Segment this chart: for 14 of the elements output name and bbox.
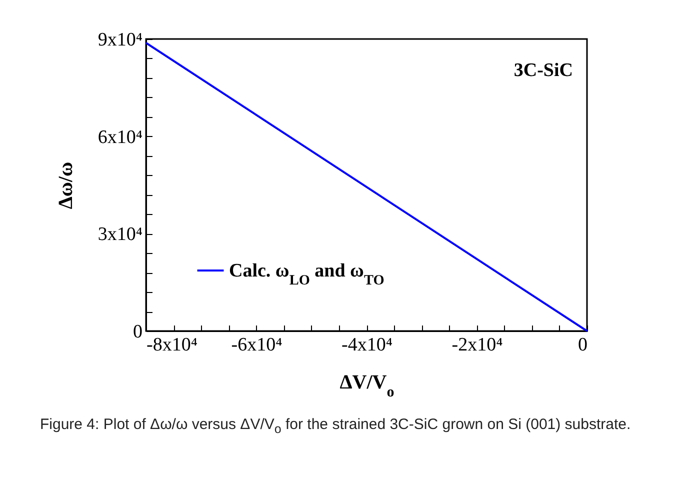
- x-tick-label: -8x10⁴: [146, 334, 198, 356]
- caption: Figure 4: Plot of Δω/ω versus ΔV/V$_{o}$ for the strained 3C-SiC grown on Si (001) substrate.: [40, 415, 632, 438]
- x-tick-label: -6x10⁴: [231, 334, 283, 356]
- x-tick-label: 0: [578, 334, 588, 356]
- x-axis-title: ΔV/V$_{o}$: [340, 372, 394, 400]
- y-tick-label: 9x10⁴: [98, 30, 143, 50]
- legend-label: Calc. ω$_{LO}$ and ω$_{TO}$: [229, 260, 384, 288]
- annotation: 3C-SiC: [514, 60, 573, 81]
- y-tick-label: 3x10⁴: [98, 224, 143, 246]
- x-tick-label: -4x10⁴: [342, 334, 393, 356]
- x-tick-label: -2x10⁴: [452, 334, 504, 356]
- y-tick-label: 6x10⁴: [98, 126, 143, 148]
- y-axis-title: Δω/ω: [54, 162, 77, 210]
- y-tick-label: 0: [133, 322, 142, 342]
